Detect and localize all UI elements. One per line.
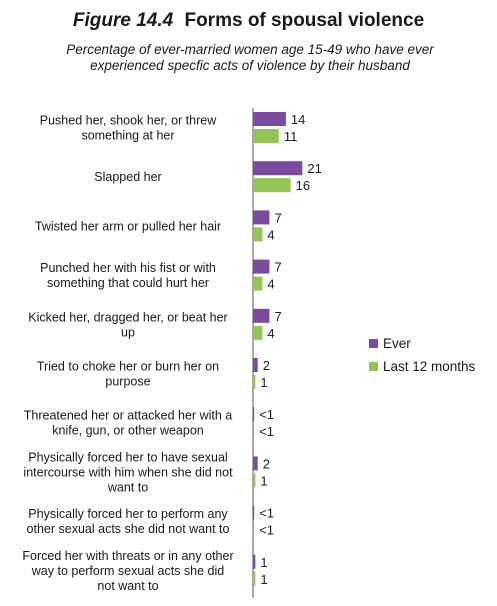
category-label: Pushed her, shook her, or threw something… [40, 114, 217, 143]
bar-last-12-months [253, 178, 291, 193]
bar-ever [253, 161, 303, 176]
bar-last-12-months [253, 276, 263, 291]
data-label: 1 [260, 555, 267, 570]
data-label: 4 [267, 277, 274, 292]
data-label: 2 [263, 456, 270, 471]
legend-label-last-12-months: Last 12 months [383, 359, 476, 374]
legend-swatch-ever [369, 339, 378, 348]
data-label: 4 [267, 326, 274, 341]
figure-number: Figure 14.4 [72, 10, 174, 31]
data-label: 1 [260, 375, 267, 390]
data-label: 7 [274, 309, 281, 324]
category-label: Physically forced her to have sexual inte… [23, 450, 233, 494]
figure-title: Forms of spousal violence [184, 10, 425, 31]
data-label: 16 [296, 178, 310, 193]
chart-title: Figure 14.4 Forms of spousal violence [0, 10, 497, 32]
bar-last-12-months [253, 129, 279, 143]
data-label: 11 [284, 129, 298, 144]
bar-last-12-months [253, 473, 256, 488]
category-label: Punched her with his fist or with somethi… [40, 261, 216, 290]
data-label: 7 [274, 210, 281, 225]
bar-ever [253, 554, 256, 569]
data-label: <1 [259, 424, 274, 439]
data-label: 4 [267, 227, 274, 242]
category-label: Twisted her arm or pulled her hair [35, 219, 221, 233]
bar-ever [253, 407, 255, 422]
bar-last-12-months [253, 227, 263, 242]
bar-ever [253, 358, 258, 372]
data-label: <1 [259, 506, 274, 521]
bar-ever [253, 308, 270, 323]
data-label: 7 [274, 260, 281, 275]
data-label: 1 [260, 572, 267, 587]
data-label: 21 [307, 161, 321, 176]
data-label: <1 [259, 523, 274, 538]
bar-last-12-months [253, 325, 263, 340]
bar-last-12-months [253, 571, 256, 586]
legend-label-ever: Ever [383, 336, 411, 351]
legend-swatch-last-12-months [369, 362, 378, 371]
bar-ever [253, 505, 255, 520]
bar-last-12-months [253, 522, 255, 537]
bar-ever [253, 456, 258, 471]
chart-subtitle: Percentage of ever-married women age 15-… [66, 42, 434, 73]
bar-last-12-months [253, 375, 256, 389]
category-label: Tried to choke her or burn her on purpose [37, 360, 219, 389]
category-label: Threatened her or attacked her with a kni… [24, 409, 233, 438]
bar-ever [253, 259, 270, 274]
category-label: Forced her with threats or in any other w… [22, 549, 233, 593]
bar-last-12-months [253, 424, 255, 439]
bar-ever [253, 210, 270, 225]
data-label: 1 [260, 473, 267, 488]
category-label: Kicked her, dragged her, or beat her up [28, 310, 227, 339]
bar-ever [253, 112, 286, 126]
category-label: Physically forced her to perform any othe… [27, 507, 230, 536]
data-label: <1 [259, 407, 274, 422]
data-label: 14 [291, 112, 305, 127]
category-label: Slapped her [94, 170, 161, 184]
data-label: 2 [263, 358, 270, 373]
